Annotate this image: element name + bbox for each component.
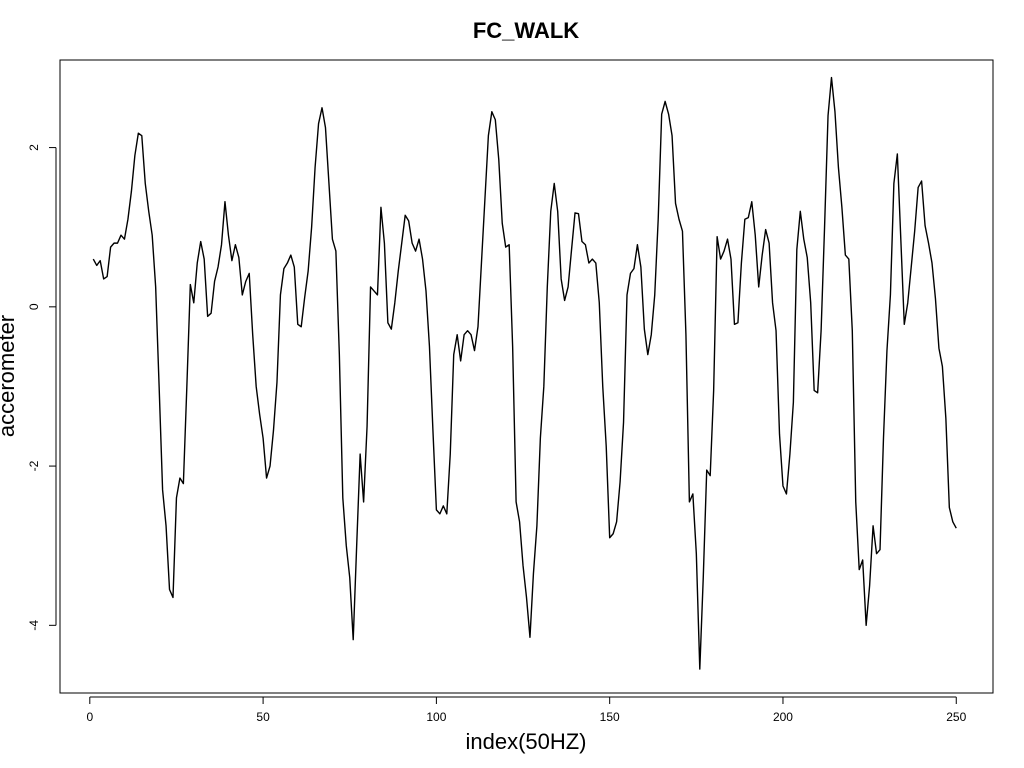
x-tick-label: 50 xyxy=(256,710,270,724)
chart-title: FC_WALK xyxy=(473,18,579,43)
series-line xyxy=(92,76,957,670)
x-tick-label: 150 xyxy=(600,710,620,724)
x-tick-label: 100 xyxy=(426,710,446,724)
y-axis: -4 -2 0 2 xyxy=(27,144,57,631)
x-axis-label: index(50HZ) xyxy=(465,729,586,754)
x-axis: 0 50 100 150 200 250 xyxy=(86,696,967,724)
y-tick-label: 2 xyxy=(27,144,41,151)
y-tick-label: -4 xyxy=(27,620,41,631)
x-tick-label: 250 xyxy=(946,710,966,724)
x-tick-label: 0 xyxy=(86,710,93,724)
y-tick-label: -2 xyxy=(27,460,41,471)
y-tick-label: 0 xyxy=(27,303,41,310)
plot-frame xyxy=(59,59,994,694)
x-tick-label: 200 xyxy=(773,710,793,724)
y-axis-label: accerometer xyxy=(0,315,19,437)
